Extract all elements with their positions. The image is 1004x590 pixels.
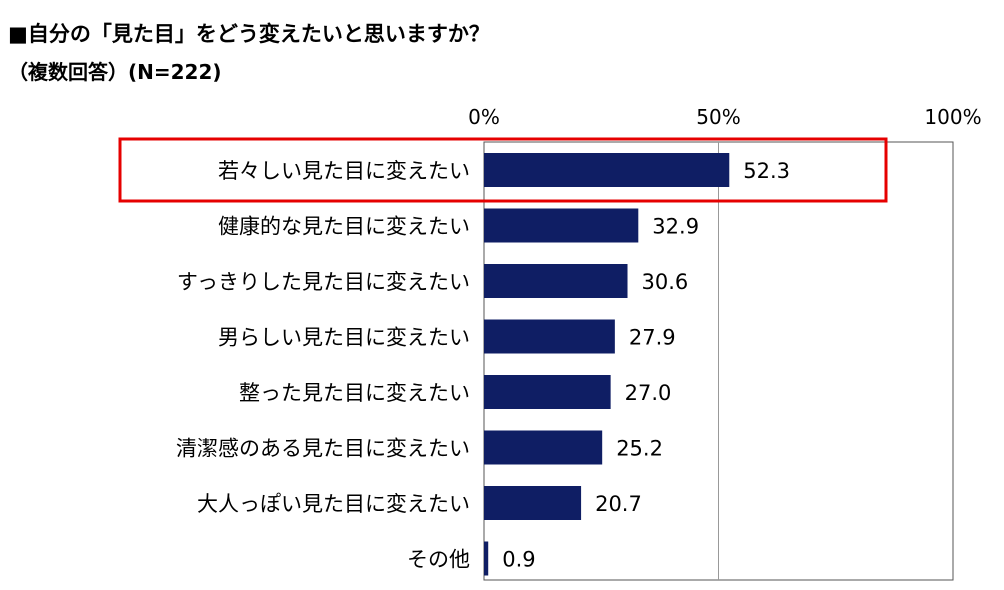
category-label: 若々しい見た目に変えたい xyxy=(218,159,470,183)
bar xyxy=(484,375,611,409)
category-label: 大人っぽい見た目に変えたい xyxy=(197,492,470,516)
chart-title: ■自分の「見た目」をどう変えたいと思いますか？ xyxy=(8,22,490,46)
data-label: 27.0 xyxy=(625,381,672,405)
category-label: 清潔感のある見た目に変えたい xyxy=(176,437,470,461)
category-label: 健康的な見た目に変えたい xyxy=(218,215,470,239)
bar xyxy=(484,208,639,243)
data-label: 20.7 xyxy=(595,492,642,516)
data-label: 30.6 xyxy=(642,270,689,294)
x-tick-label: 0% xyxy=(468,105,500,129)
bar xyxy=(484,319,615,354)
bar xyxy=(484,486,582,520)
category-label: 整った見た目に変えたい xyxy=(239,381,470,405)
bar xyxy=(484,430,603,465)
bar xyxy=(484,153,730,187)
category-label: 男らしい見た目に変えたい xyxy=(218,326,470,350)
data-label: 27.9 xyxy=(629,326,676,350)
x-tick-label: 50% xyxy=(696,105,740,129)
bar xyxy=(484,541,489,576)
category-label: すっきりした見た目に変えたい xyxy=(177,270,470,294)
data-label: 52.3 xyxy=(743,159,790,183)
data-label: 25.2 xyxy=(616,437,663,461)
highlight-box xyxy=(118,137,888,203)
category-label: その他 xyxy=(407,548,470,572)
bar xyxy=(484,264,628,298)
data-label: 0.9 xyxy=(502,548,535,572)
data-label: 32.9 xyxy=(652,215,699,239)
x-tick-label: 100% xyxy=(924,105,981,129)
chart-subtitle: （複数回答）(N=222) xyxy=(8,60,222,84)
